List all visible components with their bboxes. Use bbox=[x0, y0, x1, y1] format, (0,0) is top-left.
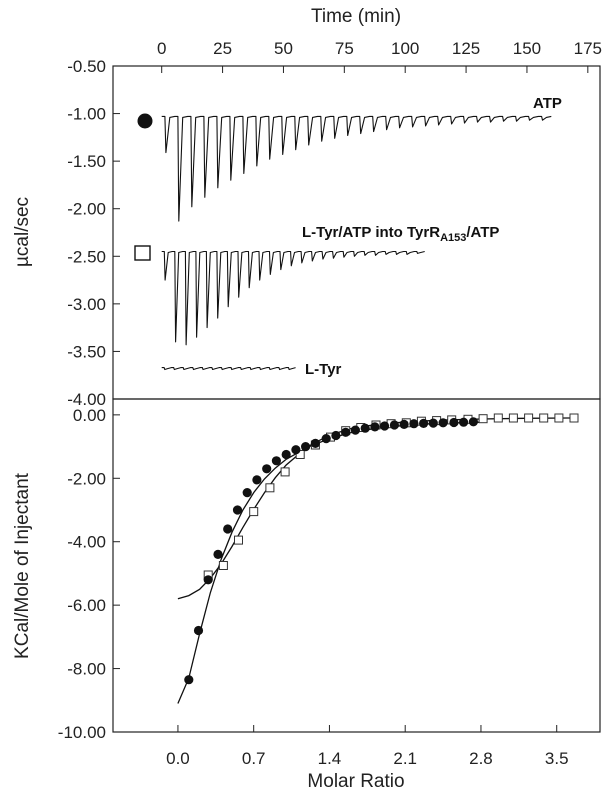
ltyr-atp-legend-marker bbox=[134, 245, 151, 261]
ltyr-atp-data-point bbox=[280, 467, 290, 477]
atp-data-point bbox=[232, 505, 243, 515]
ltyr-atp-data-point bbox=[539, 413, 549, 423]
atp-data-point bbox=[331, 430, 341, 441]
ltyr-atp-label-subscript: A153 bbox=[440, 232, 466, 244]
atp-data-point bbox=[409, 419, 419, 429]
atp-data-point bbox=[291, 445, 301, 455]
atp-data-point bbox=[193, 625, 204, 636]
raw-heat-axes: 0 25 50 75 100 125 150 175 -0.50 -1.00 -1.50 -2.00 -… bbox=[67, 39, 602, 409]
atp-data-point bbox=[428, 418, 438, 428]
molar-ratio-tick-label: 2.8 bbox=[469, 749, 493, 768]
power-tick-label: -3.00 bbox=[67, 295, 106, 314]
atp-data-point bbox=[184, 675, 194, 685]
time-tick-label: 0 bbox=[157, 39, 166, 58]
molar-ratio-tick-label: 0.0 bbox=[166, 749, 190, 768]
ltyr-trace-label: L-Tyr bbox=[305, 361, 342, 378]
time-tick-label: 75 bbox=[335, 39, 354, 58]
atp-data-point bbox=[370, 422, 380, 432]
atp-legend-marker bbox=[137, 113, 153, 129]
atp-data-point bbox=[350, 425, 360, 435]
ltyr-atp-trace-label: L-Tyr/ATP into TyrRA153/ATP bbox=[302, 224, 499, 244]
enthalpy-tick-label: -2.00 bbox=[67, 469, 106, 488]
enthalpy-tick-label: -10.00 bbox=[58, 723, 106, 742]
power-tick-label: -2.00 bbox=[67, 200, 106, 219]
ltyr-atp-data-point bbox=[569, 413, 579, 423]
time-tick-label: 150 bbox=[513, 39, 541, 58]
raw-heat-traces bbox=[161, 115, 552, 371]
time-tick-label: 50 bbox=[274, 39, 293, 58]
ltyr-atp-data-point bbox=[524, 413, 534, 423]
enthalpy-tick-label: -6.00 bbox=[67, 596, 106, 615]
atp-data-point bbox=[438, 418, 448, 428]
power-tick-label: -0.50 bbox=[67, 57, 106, 76]
atp-data-point bbox=[321, 434, 331, 444]
ltyr-heat-trace bbox=[161, 367, 296, 371]
integrated-heat-data bbox=[177, 413, 579, 704]
atp-data-point bbox=[310, 438, 320, 448]
atp-data-point bbox=[242, 488, 252, 498]
atp-data-point bbox=[419, 418, 429, 428]
ltyr-atp-data-point bbox=[218, 561, 228, 570]
atp-data-point bbox=[262, 464, 272, 474]
integrated-heat-axes: 0.0 0.7 1.4 2.1 2.8 3.5 0.00 -2.00 -4.00 -6.00 -8.… bbox=[58, 406, 569, 768]
raw-heat-panel: 0 25 50 75 100 125 150 175 -0.50 -1.00 -1.50 -2.00 -… bbox=[12, 6, 602, 409]
integrated-heat-panel: 0.0 0.7 1.4 2.1 2.8 3.5 0.00 -2.00 -4.00 -6.00 -8.… bbox=[12, 398, 601, 792]
atp-data-point bbox=[301, 442, 311, 452]
time-tick-label: 100 bbox=[391, 39, 419, 58]
ltyr-atp-label-main: L-Tyr/ATP into TyrR bbox=[302, 224, 440, 241]
atp-data-point bbox=[449, 417, 459, 428]
time-axis-title: Time (min) bbox=[311, 6, 401, 27]
integrated-heat-frame bbox=[112, 398, 601, 733]
power-tick-label: -1.00 bbox=[67, 105, 106, 124]
enthalpy-axis-title: KCal/Mole of Injectant bbox=[12, 472, 33, 659]
atp-data-point bbox=[271, 456, 281, 466]
atp-data-point bbox=[213, 549, 223, 560]
ltyr-atp-data-point bbox=[508, 413, 518, 423]
atp-data-point bbox=[399, 419, 409, 429]
molar-ratio-tick-label: 0.7 bbox=[242, 749, 266, 768]
enthalpy-tick-label: -4.00 bbox=[67, 533, 106, 552]
ltyr-atp-data-point bbox=[249, 507, 259, 517]
ltyr-atp-data-point bbox=[234, 535, 243, 545]
atp-heat-trace bbox=[161, 115, 552, 222]
power-tick-label: -1.50 bbox=[67, 152, 106, 171]
power-tick-label: -2.50 bbox=[67, 247, 106, 266]
power-tick-label: -4.00 bbox=[67, 390, 106, 409]
ltyr-atp-heat-trace bbox=[161, 250, 425, 346]
ltyr-atp-label-suffix: /ATP bbox=[466, 224, 499, 241]
molar-ratio-tick-label: 2.1 bbox=[393, 749, 417, 768]
time-tick-label: 175 bbox=[574, 39, 602, 58]
atp-data-point bbox=[380, 421, 390, 431]
atp-data-point bbox=[468, 417, 478, 427]
ltyr-atp-data-point bbox=[493, 413, 503, 423]
time-tick-label: 125 bbox=[452, 39, 480, 58]
atp-trace-label: ATP bbox=[533, 95, 562, 112]
atp-data-point bbox=[281, 449, 291, 460]
atp-data-point bbox=[252, 475, 262, 485]
atp-data-point bbox=[459, 417, 469, 427]
ltyr-atp-data-point bbox=[554, 413, 564, 423]
atp-data-point bbox=[203, 575, 213, 585]
atp-data-point bbox=[389, 420, 399, 430]
molar-ratio-tick-label: 1.4 bbox=[318, 749, 342, 768]
time-tick-label: 25 bbox=[213, 39, 232, 58]
atp-data-point bbox=[341, 427, 351, 437]
atp-data-point bbox=[360, 423, 370, 433]
enthalpy-tick-label: -8.00 bbox=[67, 660, 106, 679]
ltyr-atp-data-point bbox=[478, 414, 488, 424]
molar-ratio-axis-title: Molar Ratio bbox=[307, 771, 404, 792]
atp-data-point bbox=[223, 524, 233, 534]
power-axis-title: µcal/sec bbox=[12, 197, 33, 267]
molar-ratio-tick-label: 3.5 bbox=[545, 749, 569, 768]
ltyr-atp-data-point bbox=[265, 483, 275, 493]
power-tick-label: -3.50 bbox=[67, 342, 106, 361]
enthalpy-tick-label: 0.00 bbox=[73, 406, 106, 425]
